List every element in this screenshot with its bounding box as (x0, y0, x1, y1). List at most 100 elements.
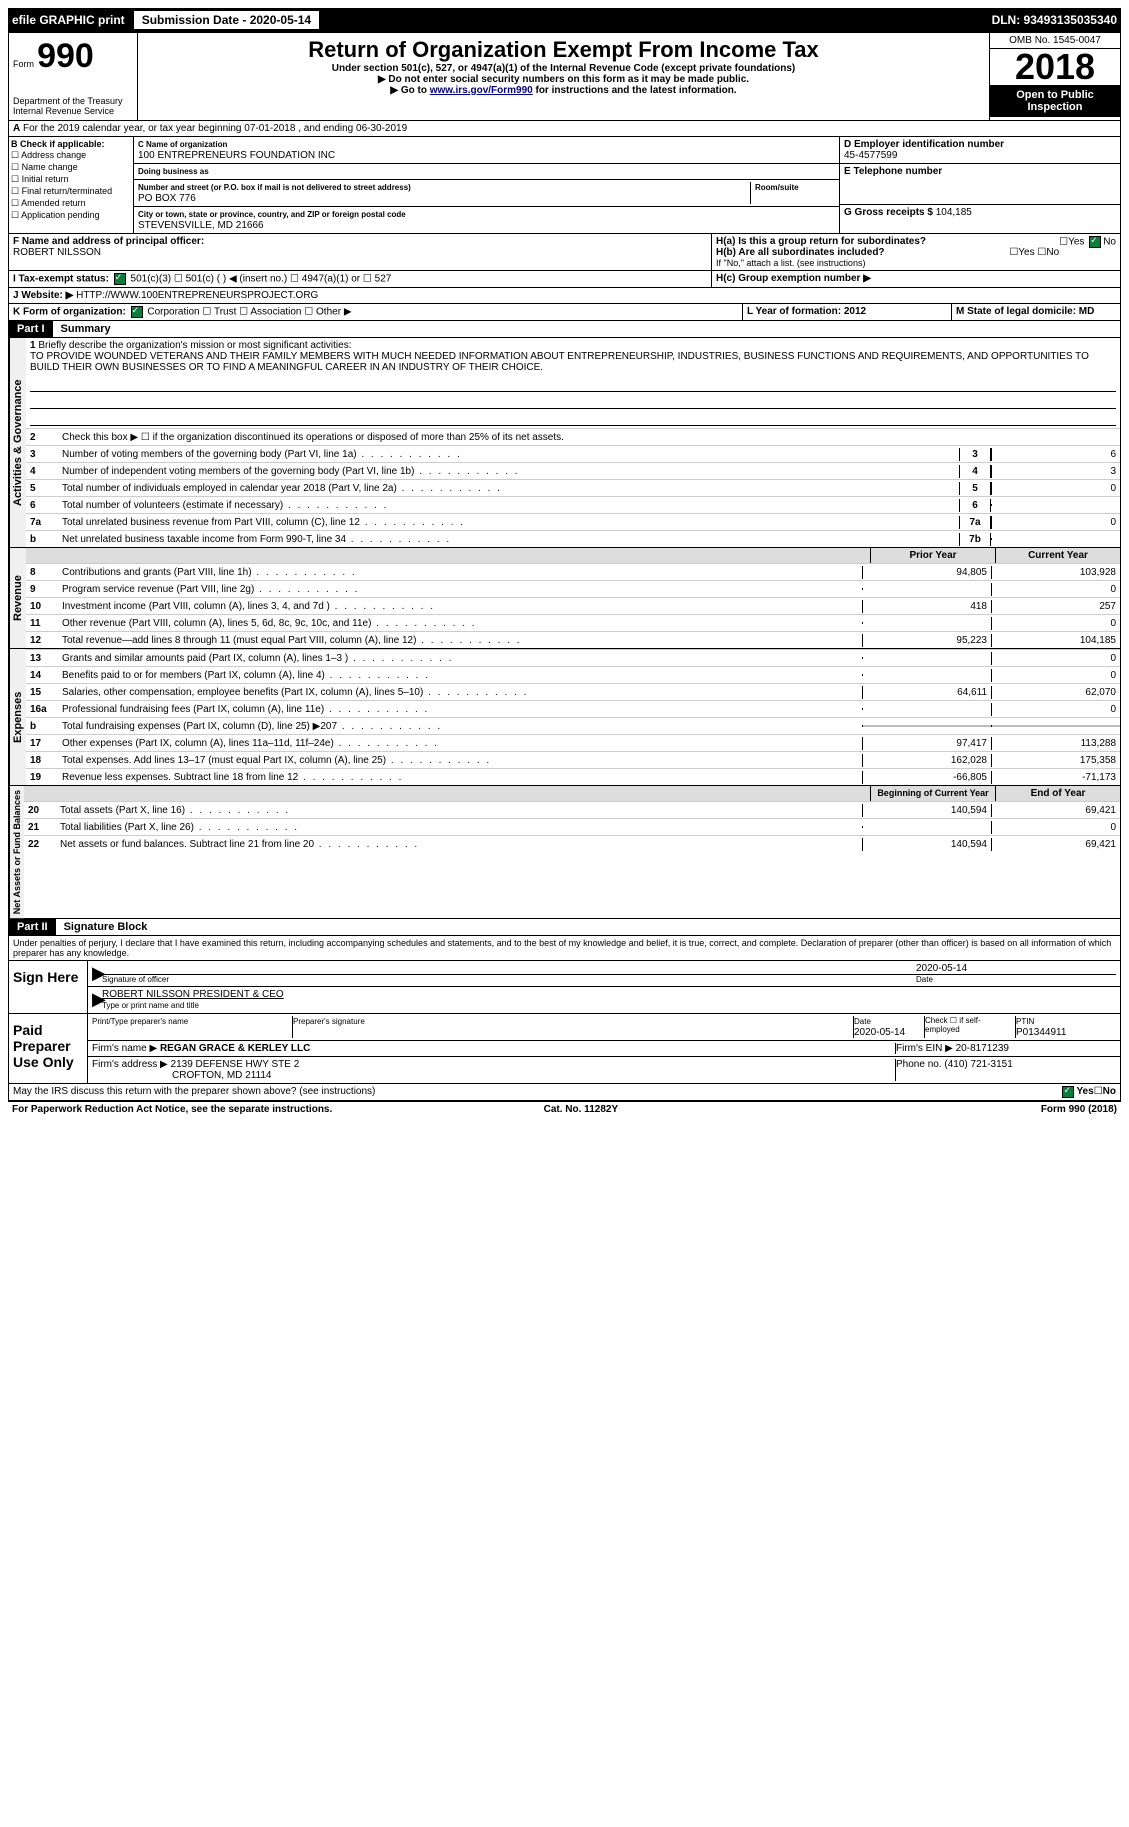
chk-final[interactable]: ☐ Final return/terminated (11, 186, 131, 197)
website-label: J Website: ▶ (13, 290, 73, 301)
line1-label: Briefly describe the organization's miss… (38, 340, 351, 351)
table-row: 11Other revenue (Part VIII, column (A), … (26, 614, 1120, 631)
gross-receipts: 104,185 (936, 207, 972, 218)
top-bar: efile GRAPHIC print Submission Date - 20… (8, 8, 1121, 32)
room-label: Room/suite (755, 183, 799, 192)
mission-text: TO PROVIDE WOUNDED VETERANS AND THEIR FA… (30, 351, 1089, 373)
discuss-yes[interactable] (1062, 1086, 1074, 1098)
part1-title: Summary (53, 321, 119, 337)
chk-amended[interactable]: ☐ Amended return (11, 198, 131, 209)
table-row: 15Salaries, other compensation, employee… (26, 683, 1120, 700)
prep-phone-label: Phone no. (896, 1059, 942, 1070)
ha-no[interactable] (1089, 236, 1101, 248)
city-label: City or town, state or province, country… (138, 210, 406, 219)
header-center: Return of Organization Exempt From Incom… (138, 33, 989, 120)
chk-address[interactable]: ☐ Address change (11, 150, 131, 161)
form-title: Return of Organization Exempt From Incom… (142, 37, 985, 63)
tax-status-label: I Tax-exempt status: (13, 274, 109, 285)
ha-label: H(a) Is this a group return for subordin… (716, 236, 926, 247)
type-print-label: Type or print name and title (102, 1001, 199, 1010)
officer-label: F Name and address of principal officer: (13, 236, 204, 247)
year-formation: L Year of formation: 2012 (747, 306, 866, 317)
form-header: Form 990 Department of the Treasury Inte… (8, 32, 1121, 121)
table-row: 7aTotal unrelated business revenue from … (26, 513, 1120, 530)
side-revenue: Revenue (9, 548, 26, 648)
org-name-label: C Name of organization (138, 140, 227, 149)
table-row: 10Investment income (Part VIII, column (… (26, 597, 1120, 614)
row-klm: K Form of organization: Corporation ☐ Tr… (8, 304, 1121, 321)
firm-addr: 2139 DEFENSE HWY STE 2 (171, 1059, 300, 1070)
footer-left: For Paperwork Reduction Act Notice, see … (12, 1104, 332, 1115)
efile-label: efile GRAPHIC print (12, 13, 125, 27)
prep-sig-label: Preparer's signature (293, 1017, 365, 1026)
irs-link[interactable]: www.irs.gov/Form990 (430, 85, 533, 96)
discuss-row: May the IRS discuss this return with the… (8, 1084, 1121, 1101)
chk-corp[interactable] (131, 306, 143, 318)
table-row: 5Total number of individuals employed in… (26, 479, 1120, 496)
tax-period: A For the 2019 calendar year, or tax yea… (8, 121, 1121, 137)
chk-501c3[interactable] (114, 273, 126, 285)
table-row: 18Total expenses. Add lines 13–17 (must … (26, 751, 1120, 768)
ptin: P01344911 (1016, 1027, 1066, 1038)
side-governance: Activities & Governance (9, 338, 26, 547)
officer-name-title: ROBERT NILSSON PRESIDENT & CEO (102, 989, 284, 1000)
table-row: 9Program service revenue (Part VIII, lin… (26, 580, 1120, 597)
chk-pending[interactable]: ☐ Application pending (11, 210, 131, 221)
blank2 (30, 394, 1116, 409)
col-begin: Beginning of Current Year (870, 786, 995, 801)
city: STEVENSVILLE, MD 21666 (138, 220, 264, 231)
section-b-label: B Check if applicable: (11, 139, 105, 149)
row-j: J Website: ▶ HTTP://WWW.100ENTREPRENEURS… (8, 288, 1121, 304)
table-row: 12Total revenue—add lines 8 through 11 (… (26, 631, 1120, 648)
dba-label: Doing business as (138, 167, 209, 176)
main-info: B Check if applicable: ☐ Address change … (8, 137, 1121, 234)
tax-year: 2018 (990, 49, 1120, 85)
org-name: 100 ENTREPRENEURS FOUNDATION INC (138, 150, 335, 161)
section-b: B Check if applicable: ☐ Address change … (9, 137, 134, 233)
table-row: 19Revenue less expenses. Subtract line 1… (26, 768, 1120, 785)
section-right: D Employer identification number 45-4577… (839, 137, 1120, 233)
org-form-label: K Form of organization: (13, 307, 126, 318)
firm-ein: 20-8171239 (956, 1043, 1009, 1054)
part2-header: Part II Signature Block (8, 919, 1121, 936)
self-employed[interactable]: Check ☐ if self-employed (925, 1016, 1016, 1038)
section-revenue: Revenue Prior Year Current Year 8Contrib… (8, 548, 1121, 649)
row-f-h: F Name and address of principal officer:… (8, 234, 1121, 271)
address: PO BOX 776 (138, 193, 196, 204)
blank1 (30, 377, 1116, 392)
page-footer: For Paperwork Reduction Act Notice, see … (8, 1101, 1121, 1117)
website-url[interactable]: HTTP://WWW.100ENTREPRENEURSPROJECT.ORG (76, 290, 318, 301)
sig-date: 2020-05-14 (916, 963, 967, 974)
table-row: 22Net assets or fund balances. Subtract … (24, 835, 1120, 852)
side-net: Net Assets or Fund Balances (9, 786, 24, 918)
firm-name-label: Firm's name ▶ (92, 1043, 157, 1054)
discuss-label: May the IRS discuss this return with the… (13, 1086, 375, 1098)
table-row: 13Grants and similar amounts paid (Part … (26, 649, 1120, 666)
chk-initial[interactable]: ☐ Initial return (11, 174, 131, 185)
gross-label: G Gross receipts $ (844, 207, 933, 218)
table-row: 17Other expenses (Part IX, column (A), l… (26, 734, 1120, 751)
table-row: 16aProfessional fundraising fees (Part I… (26, 700, 1120, 717)
table-row: bNet unrelated business taxable income f… (26, 530, 1120, 547)
side-expenses: Expenses (9, 649, 26, 785)
table-row: 21Total liabilities (Part X, line 26)0 (24, 818, 1120, 835)
line2: Check this box ▶ ☐ if the organization d… (58, 431, 1120, 444)
state-domicile: M State of legal domicile: MD (956, 306, 1094, 317)
firm-addr-label: Firm's address ▶ (92, 1059, 168, 1070)
table-row: 3Number of voting members of the governi… (26, 445, 1120, 462)
col-prior: Prior Year (870, 548, 995, 563)
chk-name[interactable]: ☐ Name change (11, 162, 131, 173)
sign-here-block: Sign Here ▶ Signature of officer 2020-05… (8, 961, 1121, 1014)
row-i-hc: I Tax-exempt status: 501(c)(3) ☐ 501(c) … (8, 271, 1121, 288)
firm-ein-label: Firm's EIN ▶ (896, 1043, 953, 1054)
col-current: Current Year (995, 548, 1120, 563)
hb-label: H(b) Are all subordinates included? (716, 247, 885, 258)
inspection-label: Open to Public Inspection (990, 85, 1120, 117)
form-number-box: Form 990 Department of the Treasury Inte… (9, 33, 138, 120)
ein: 45-4577599 (844, 150, 897, 161)
table-row: 4Number of independent voting members of… (26, 462, 1120, 479)
firm-city: CROFTON, MD 21114 (172, 1070, 271, 1081)
table-row: 8Contributions and grants (Part VIII, li… (26, 563, 1120, 580)
part2-title: Signature Block (56, 919, 156, 935)
paid-preparer: Paid Preparer Use Only (9, 1014, 88, 1083)
